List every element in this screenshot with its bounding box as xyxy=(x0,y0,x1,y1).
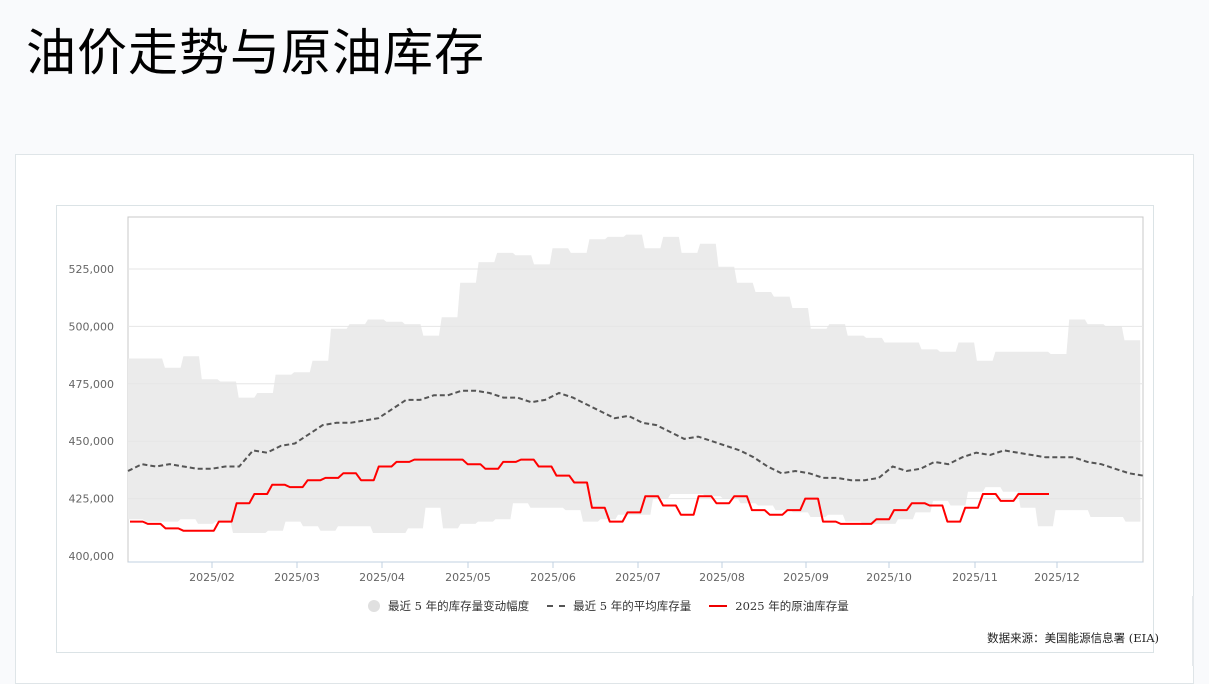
x-tick-label: 2025/04 xyxy=(359,571,405,584)
page-title: 油价走势与原油库存 xyxy=(26,24,485,82)
x-tick-label: 2025/08 xyxy=(699,571,745,584)
x-tick-label: 2025/09 xyxy=(783,571,829,584)
y-tick-label: 500,000 xyxy=(69,320,115,333)
x-tick-label: 2025/02 xyxy=(189,571,235,584)
chart-container: 400,000 425,000 450,000 475,000 500,000 525,0… xyxy=(56,205,1154,653)
chart-legend: 最近 5 年的库存量变动幅度 最近 5 年的平均库存量 2025 年的原油库存量 xyxy=(368,598,867,614)
x-tick-label: 2025/05 xyxy=(445,571,491,584)
y-tick-label: 525,000 xyxy=(69,263,115,276)
legend-item-current[interactable]: 2025 年的原油库存量 xyxy=(709,598,849,614)
legend-label-range: 最近 5 年的库存量变动幅度 xyxy=(388,599,530,613)
data-source-note: 数据来源：美国能源信息署 (EIA) xyxy=(987,631,1159,645)
x-tick-label: 2025/07 xyxy=(615,571,661,584)
y-tick-label: 475,000 xyxy=(69,378,115,391)
legend-item-average[interactable]: 最近 5 年的平均库存量 xyxy=(547,598,691,614)
solid-line-swatch-icon xyxy=(709,605,728,607)
page-scrollbar[interactable] xyxy=(1192,596,1194,666)
range-swatch-icon xyxy=(368,600,380,612)
current-year-inventory-line xyxy=(130,458,1049,532)
x-tick-label: 2025/03 xyxy=(274,571,320,584)
legend-label-current: 2025 年的原油库存量 xyxy=(735,599,849,613)
inventory-chart: 400,000 425,000 450,000 475,000 500,000 525,0… xyxy=(69,216,1144,584)
x-tick-label: 2025/10 xyxy=(866,571,912,584)
legend-label-average: 最近 5 年的平均库存量 xyxy=(573,599,692,613)
legend-item-range[interactable]: 最近 5 年的库存量变动幅度 xyxy=(368,598,529,614)
y-tick-label: 450,000 xyxy=(69,435,115,448)
y-tick-label: 425,000 xyxy=(69,493,115,506)
dashed-line-swatch-icon xyxy=(547,605,566,607)
x-tick-label: 2025/11 xyxy=(952,571,998,584)
x-tick-label: 2025/12 xyxy=(1034,571,1080,584)
x-tick-label: 2025/06 xyxy=(530,571,576,584)
y-tick-label: 400,000 xyxy=(69,550,115,563)
